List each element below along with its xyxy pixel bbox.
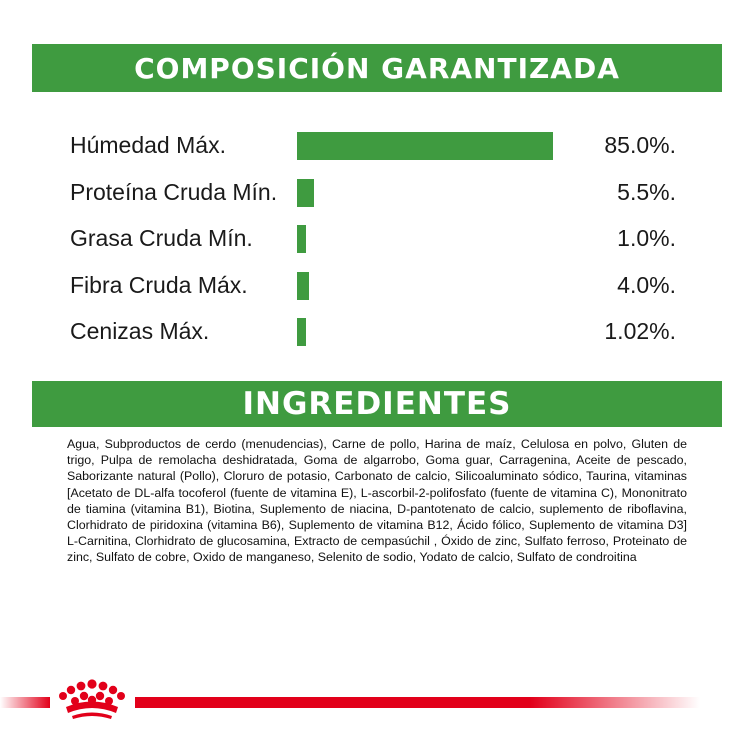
ingredients-title: INGREDIENTES: [242, 386, 512, 422]
composition-bar: [297, 318, 306, 346]
royal-canin-crown-icon: [59, 679, 125, 719]
composition-row: Húmedad Máx. 85.0%.: [70, 122, 680, 169]
composition-row: Cenizas Máx. 1.02%.: [70, 308, 680, 355]
composition-label: Proteína Cruda Mín.: [70, 178, 278, 205]
composition-bar: [297, 178, 314, 207]
composition-label: Cenizas Máx.: [70, 318, 210, 344]
composition-header: COMPOSICIÓN GARANTIZADA: [32, 44, 722, 92]
composition-value: 4.0%.: [617, 271, 676, 298]
composition-table: Húmedad Máx. 85.0%. Proteína Cruda Mín. …: [70, 122, 680, 355]
composition-value: 1.02%.: [604, 318, 676, 344]
composition-value: 85.0%.: [604, 132, 676, 158]
composition-row: Grasa Cruda Mín. 1.0%.: [70, 215, 680, 262]
composition-bar: [297, 271, 310, 300]
composition-bar: [297, 132, 553, 160]
ingredients-list: Agua, Subproductos de cerdo (menudencias…: [67, 437, 687, 565]
composition-value: 1.0%.: [617, 225, 676, 251]
composition-row: Fibra Cruda Máx. 4.0%.: [70, 262, 680, 309]
composition-label: Grasa Cruda Mín.: [70, 225, 253, 251]
composition-label: Fibra Cruda Máx.: [70, 271, 248, 298]
ingredients-header: INGREDIENTES: [32, 381, 722, 427]
footer-red-line-right: [135, 697, 700, 708]
composition-row: Proteína Cruda Mín. 5.5%.: [70, 169, 680, 216]
composition-value: 5.5%.: [617, 178, 676, 205]
composition-title: COMPOSICIÓN GARANTIZADA: [134, 51, 620, 85]
composition-bar: [297, 225, 306, 253]
composition-label: Húmedad Máx.: [70, 132, 226, 158]
footer-red-line-left: [0, 697, 50, 708]
